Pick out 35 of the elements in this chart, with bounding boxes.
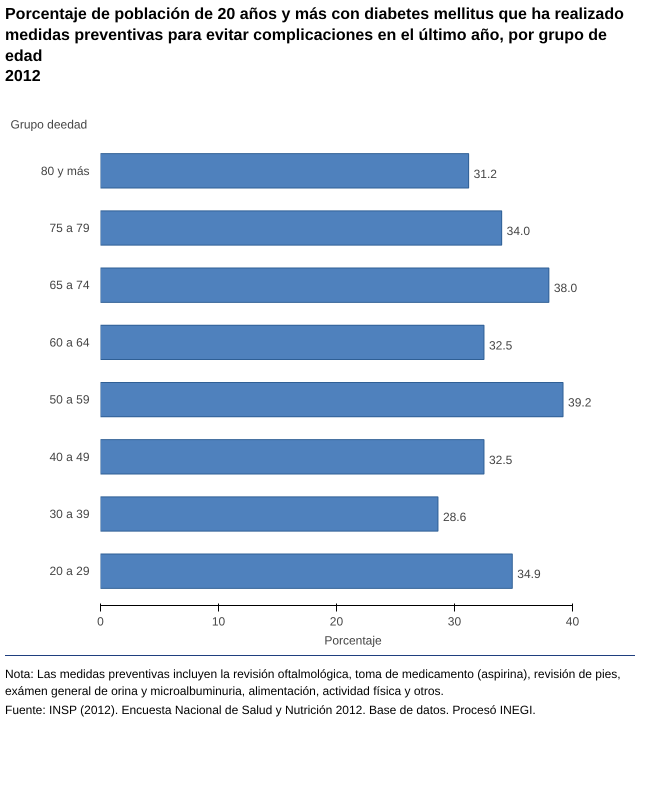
y-tick-label: 80 y más bbox=[40, 164, 90, 178]
y-tick-label: 65 a 74 bbox=[49, 278, 90, 292]
y-tick-label: 40 a 49 bbox=[49, 450, 90, 464]
data-label: 34.9 bbox=[517, 567, 541, 582]
bar bbox=[100, 268, 550, 303]
data-label: 38.0 bbox=[554, 281, 578, 296]
y-tick-label: 50 a 59 bbox=[49, 392, 90, 407]
y-tick-label: 60 a 64 bbox=[49, 335, 90, 350]
data-label: 28.6 bbox=[442, 510, 467, 524]
x-tick-label: 30 bbox=[448, 614, 462, 628]
bar bbox=[100, 153, 470, 188]
y-tick-label: 75 a 79 bbox=[49, 221, 90, 236]
bar bbox=[100, 324, 484, 360]
data-label: 39.2 bbox=[568, 396, 592, 410]
bar bbox=[100, 554, 513, 589]
x-tick-label: 20 bbox=[330, 614, 344, 628]
bar bbox=[100, 210, 502, 246]
bar bbox=[100, 496, 438, 532]
x-tick-label: 10 bbox=[212, 614, 226, 628]
x-axis-title: Porcentaje bbox=[324, 634, 382, 648]
chart-title: Porcentaje de población de 20 años y más con diabetes mellitus que ha realizado medidas preventivas para evitar complicaciones en el último año, por grupo de edad bbox=[5, 6, 624, 65]
chart-subtitle: 2012 bbox=[5, 68, 41, 86]
data-label: 34.0 bbox=[506, 224, 530, 238]
data-label: 31.2 bbox=[474, 166, 498, 181]
y-tick-label: 20 a 29 bbox=[49, 564, 90, 578]
source-note: Fuente: INSP (2012). Encuesta Nacional de Salud y Nutrición 2012. Base de datos. Procesó INEGI. bbox=[5, 702, 537, 718]
y-tick-label: 30 a 39 bbox=[49, 506, 90, 521]
data-label: 32.5 bbox=[488, 338, 513, 352]
y-axis-title: Grupo deedad bbox=[10, 118, 88, 132]
bar bbox=[100, 439, 484, 474]
bar bbox=[100, 382, 564, 418]
data-label: 32.5 bbox=[488, 452, 513, 467]
x-tick-label: 40 bbox=[566, 614, 580, 628]
x-tick-label: 0 bbox=[97, 614, 104, 628]
text: Nota: Las medidas preventivas incluyen la revisión oftalmológica, toma de medicamento (aspirina), revisión de pies, exámen general de orina y microalbuminuria, alimentación, actividad física y otros. bbox=[5, 666, 622, 700]
